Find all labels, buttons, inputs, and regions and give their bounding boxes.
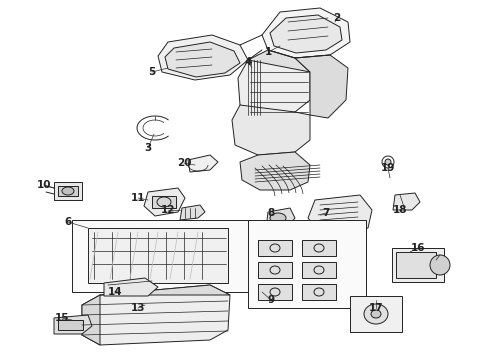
- Bar: [302, 262, 336, 278]
- Text: 14: 14: [108, 287, 122, 297]
- Text: 18: 18: [393, 205, 407, 215]
- Text: 1: 1: [265, 47, 271, 57]
- Polygon shape: [82, 285, 230, 345]
- Bar: [392, 248, 444, 282]
- Polygon shape: [270, 15, 342, 53]
- Text: 20: 20: [177, 158, 191, 168]
- Bar: [258, 262, 292, 278]
- Polygon shape: [295, 55, 348, 118]
- Text: 13: 13: [131, 303, 145, 313]
- Polygon shape: [100, 285, 230, 295]
- Polygon shape: [82, 295, 100, 345]
- Text: 8: 8: [268, 208, 274, 218]
- Bar: [258, 240, 292, 256]
- Text: 6: 6: [64, 217, 72, 227]
- Bar: [258, 284, 292, 300]
- Polygon shape: [165, 42, 240, 77]
- Text: 15: 15: [55, 313, 69, 323]
- Polygon shape: [266, 208, 295, 228]
- Polygon shape: [104, 278, 158, 296]
- Polygon shape: [240, 152, 310, 190]
- Text: 3: 3: [145, 143, 151, 153]
- Polygon shape: [54, 315, 92, 334]
- Bar: [302, 284, 336, 300]
- Text: 11: 11: [131, 193, 145, 203]
- Ellipse shape: [270, 213, 286, 223]
- Bar: [396, 252, 436, 278]
- Polygon shape: [232, 105, 310, 155]
- Ellipse shape: [430, 255, 450, 275]
- Bar: [58, 320, 83, 330]
- Text: 16: 16: [411, 243, 425, 253]
- Text: 12: 12: [161, 205, 175, 215]
- Polygon shape: [238, 58, 310, 115]
- Ellipse shape: [385, 159, 391, 165]
- Bar: [350, 296, 402, 332]
- Text: 7: 7: [322, 208, 330, 218]
- Polygon shape: [180, 205, 205, 220]
- Bar: [302, 240, 336, 256]
- Text: 4: 4: [245, 57, 252, 67]
- Text: 10: 10: [37, 180, 51, 190]
- Bar: [88, 228, 228, 283]
- Polygon shape: [308, 195, 372, 232]
- Bar: [248, 220, 366, 308]
- Ellipse shape: [62, 187, 74, 195]
- Polygon shape: [158, 35, 248, 80]
- Ellipse shape: [371, 310, 381, 318]
- Text: 9: 9: [268, 295, 274, 305]
- Polygon shape: [262, 8, 350, 58]
- Bar: [54, 182, 82, 200]
- Polygon shape: [248, 50, 310, 72]
- Bar: [72, 220, 267, 292]
- Text: 17: 17: [368, 303, 383, 313]
- Bar: [58, 186, 78, 196]
- Polygon shape: [393, 193, 420, 210]
- Polygon shape: [188, 155, 218, 172]
- Polygon shape: [144, 188, 185, 216]
- Text: 5: 5: [148, 67, 156, 77]
- Ellipse shape: [364, 304, 388, 324]
- Bar: [152, 196, 176, 208]
- Text: 19: 19: [381, 163, 395, 173]
- Text: 2: 2: [333, 13, 341, 23]
